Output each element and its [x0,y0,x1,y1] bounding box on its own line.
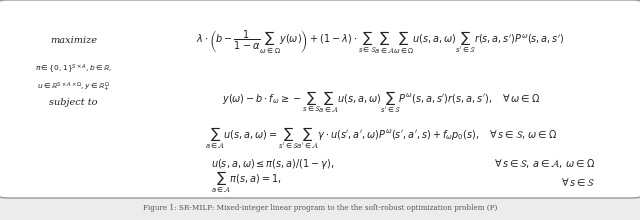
Text: $\lambda\cdot\left(b - \dfrac{1}{1-\alpha}\sum_{\omega\in\Omega}y(\omega)\right): $\lambda\cdot\left(b - \dfrac{1}{1-\alph… [196,28,565,55]
Text: $y(\omega) - b\cdot f_{\omega} \geq -\sum_{s\in\mathcal{S}}\sum_{a\in\mathcal{A}: $y(\omega) - b\cdot f_{\omega} \geq -\su… [221,89,540,114]
Text: $\forall\,s\in\mathcal{S}$: $\forall\,s\in\mathcal{S}$ [561,176,595,187]
Text: $\pi\in\{0,1\}^{S\times A}, b\in\mathbb{R},$: $\pi\in\{0,1\}^{S\times A}, b\in\mathbb{… [35,62,112,75]
FancyBboxPatch shape [0,0,640,198]
Text: maximize: maximize [50,36,97,45]
Text: $u\in\mathbb{R}^{S\times A\times\Omega}, y\in\mathbb{R}_{+}^{\Omega}$: $u\in\mathbb{R}^{S\times A\times\Omega},… [37,80,110,94]
Text: Figure 1: SR-MILP: Mixed-integer linear program to the the soft-robust optimizat: Figure 1: SR-MILP: Mixed-integer linear … [143,204,497,212]
Text: $\sum_{a\in\mathcal{A}}u(s,a,\omega) = \sum_{s^{\prime}\in\mathcal{S}}\sum_{a^{\: $\sum_{a\in\mathcal{A}}u(s,a,\omega) = \… [205,125,557,150]
Text: $\sum_{a\in\mathcal{A}}\pi(s,a) = 1,$: $\sum_{a\in\mathcal{A}}\pi(s,a) = 1,$ [211,169,282,194]
Text: $\forall\,s\in\mathcal{S},\,a\in\mathcal{A},\,\omega\in\Omega$: $\forall\,s\in\mathcal{S},\,a\in\mathcal… [494,157,595,170]
Text: subject to: subject to [49,98,98,107]
Text: $u(s,a,\omega) \leq \pi(s,a)/(1-\gamma),$: $u(s,a,\omega) \leq \pi(s,a)/(1-\gamma),… [211,157,335,171]
